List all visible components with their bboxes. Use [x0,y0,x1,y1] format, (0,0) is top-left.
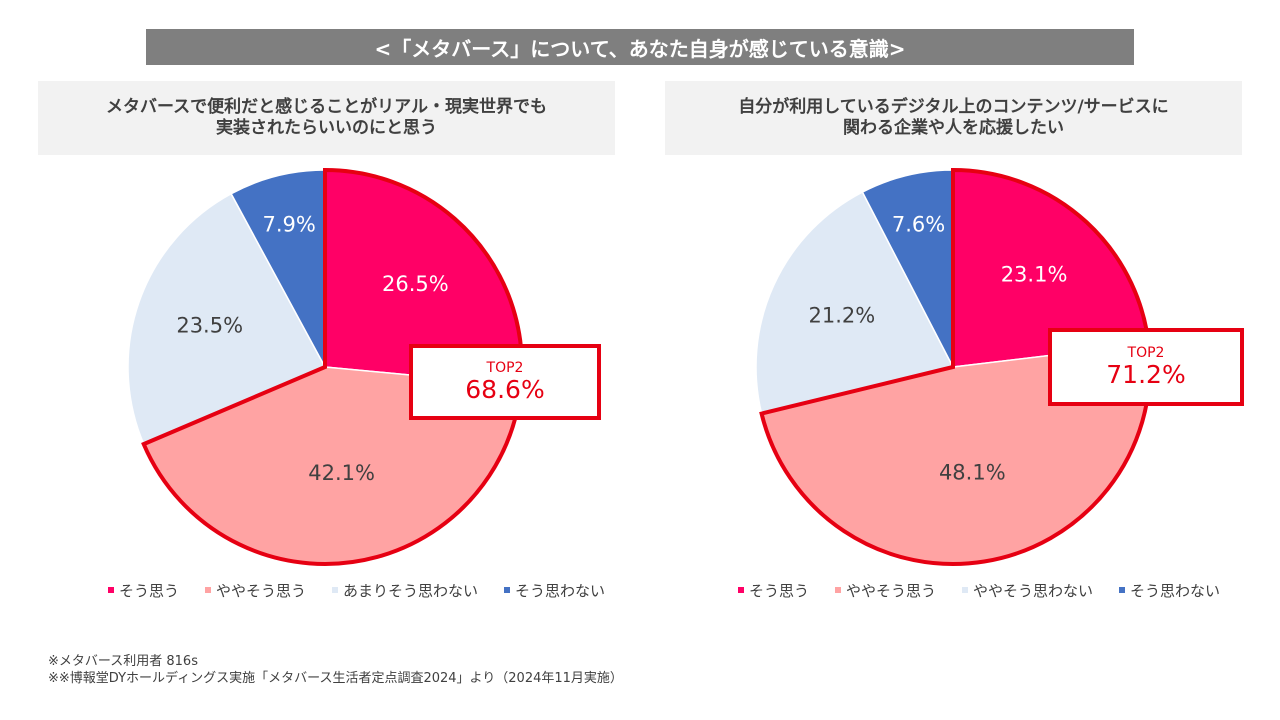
legend-left: そう思う ややそう思う あまりそう思わない そう思わない [108,580,605,600]
legend-item: そう思わない [1119,580,1220,601]
pie-right-label-yaya-so-omou: 48.1% [939,461,1006,485]
legend-swatch [1119,587,1126,593]
legend-item: そう思う [108,580,179,601]
legend-label: ややそう思わない [973,581,1094,600]
legend-label: ややそう思う [846,581,937,600]
footnote-source: ※※博報堂DYホールディングス実施「メタバース生活者定点調査2024」より（20… [48,671,623,686]
legend-swatch [332,587,339,593]
pie-left-label-amari-so-omowanai: 23.5% [176,314,243,338]
legend-swatch [962,587,969,593]
legend-label: そう思わない [515,581,606,600]
legend-right: そう思う ややそう思う ややそう思わない そう思わない [738,580,1220,600]
chart-left-title-line-2: 実装されたらいいのにと思う [216,118,437,138]
legend-label: そう思う [749,581,810,600]
pie-right-top2-outline [759,167,1152,566]
chart-right-title-line-1: 自分が利用しているデジタル上のコンテンツ/サービスに [738,97,1169,117]
page-title-banner: <「メタバース」について、あなた自身が感じている意識> [146,29,1134,65]
legend-item: そう思わない [504,580,605,601]
pie-left-label-yaya-so-omou: 42.1% [308,461,375,485]
top2-value: 71.2% [1106,360,1186,389]
legend-item: ややそう思う [205,580,306,601]
pie-left-top2-outline [141,167,524,566]
chart-right-title-line-2: 関わる企業や人を応援したい [843,118,1064,138]
legend-item: あまりそう思わない [332,580,478,601]
pie-right-label-so-omou: 23.1% [1001,263,1068,287]
legend-label: そう思わない [1130,581,1221,600]
pie-right-slice-amari-so-omowanai [755,191,955,415]
page-title: <「メタバース」について、あなた自身が感じている意識> [374,36,906,61]
legend-swatch [108,587,114,593]
top2-callout-left: TOP2 68.6% [409,344,601,420]
pie-left-label-so-omou: 26.5% [382,272,449,296]
legend-swatch [504,587,511,593]
chart-right-title: 自分が利用しているデジタル上のコンテンツ/サービスに 関わる企業や人を応援したい [665,81,1242,155]
pie-right-label-so-omowanai: 7.6% [892,212,945,236]
footnote-sample: ※メタバース利用者 816s [48,654,198,669]
legend-label: あまりそう思わない [343,581,479,600]
pie-right-label-amari-so-omowanai: 21.2% [808,303,875,327]
top2-label: TOP2 [1127,345,1165,361]
legend-swatch [835,587,842,593]
legend-swatch [205,587,212,593]
legend-label: ややそう思う [216,581,307,600]
legend-item: ややそう思わない [962,580,1093,601]
chart-left-title-line-1: メタバースで便利だと感じることがリアル・現実世界でも [106,97,547,117]
pie-left-label-so-omowanai: 7.9% [263,213,316,237]
pie-left-slice-amari-so-omowanai [127,192,327,446]
chart-left-title: メタバースで便利だと感じることがリアル・現実世界でも 実装されたらいいのにと思う [38,81,615,155]
top2-value: 68.6% [465,375,545,404]
legend-swatch [738,587,744,593]
legend-item: そう思う [738,580,809,601]
legend-item: ややそう思う [835,580,936,601]
top2-label: TOP2 [486,360,524,376]
legend-label: そう思う [119,581,180,600]
top2-callout-right: TOP2 71.2% [1048,328,1244,406]
